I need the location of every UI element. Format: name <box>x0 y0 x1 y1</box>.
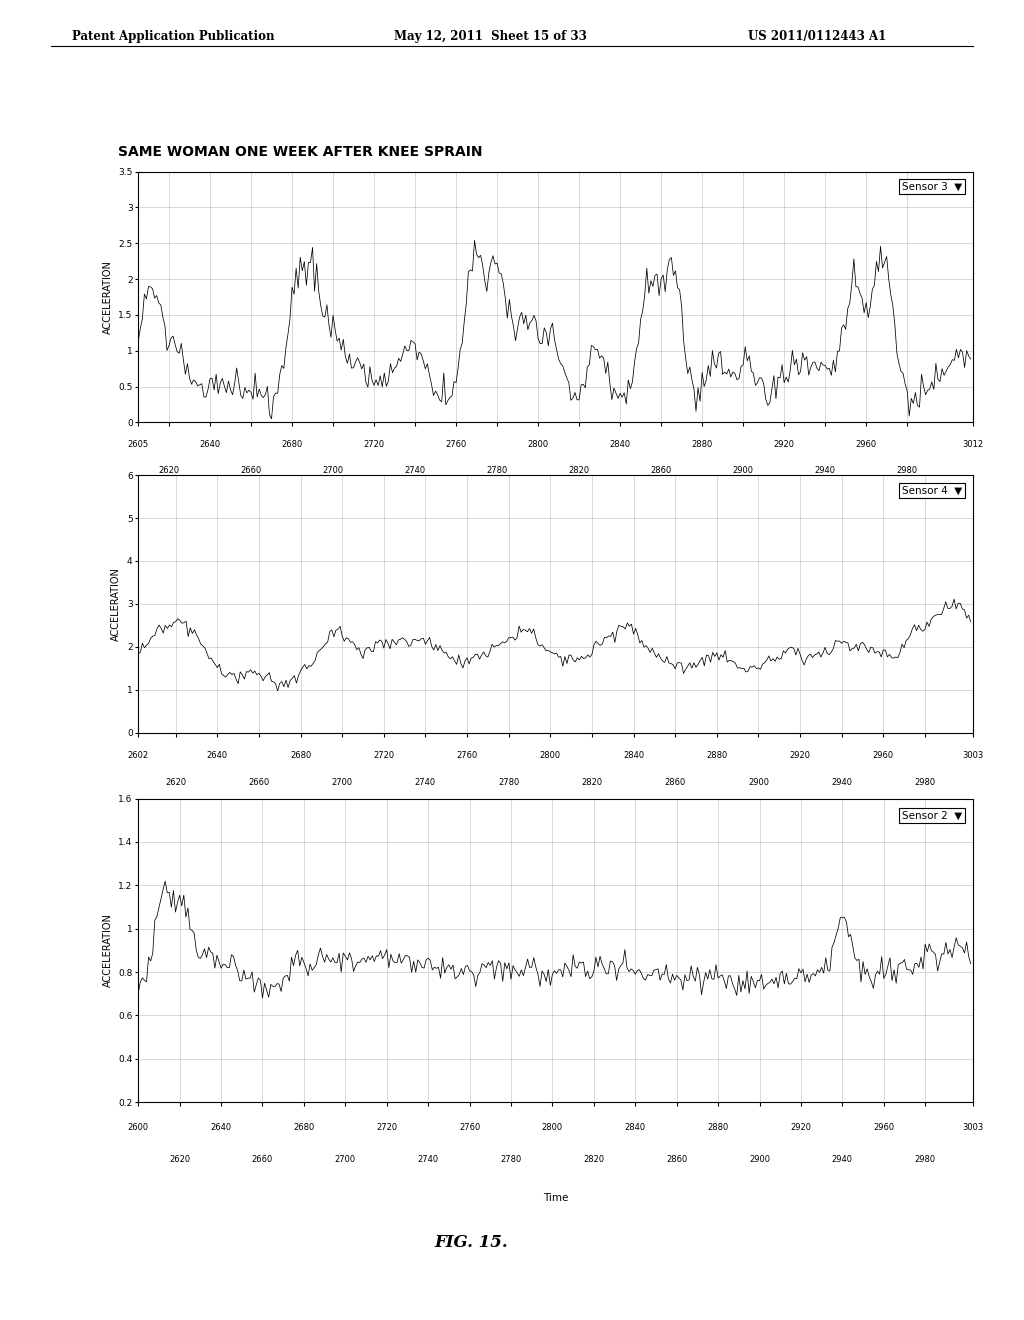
Text: Time: Time <box>543 498 568 508</box>
Text: 2960: 2960 <box>873 1123 894 1133</box>
Y-axis label: ACCELERATION: ACCELERATION <box>102 260 113 334</box>
Text: 2600: 2600 <box>128 1123 148 1133</box>
Text: 2880: 2880 <box>708 1123 729 1133</box>
Text: 2680: 2680 <box>282 440 303 449</box>
Text: 2700: 2700 <box>323 466 344 475</box>
Text: 2780: 2780 <box>498 777 519 787</box>
Text: Sensor 2  ▼: Sensor 2 ▼ <box>902 810 962 821</box>
Text: 2920: 2920 <box>774 440 795 449</box>
Text: 2900: 2900 <box>748 777 769 787</box>
Text: 2602: 2602 <box>128 751 148 759</box>
Text: 3012: 3012 <box>963 440 983 449</box>
Text: Time: Time <box>543 1193 568 1204</box>
Text: 2860: 2860 <box>665 777 686 787</box>
Text: 2700: 2700 <box>335 1155 356 1164</box>
Text: 2980: 2980 <box>914 1155 936 1164</box>
Text: 2660: 2660 <box>241 466 262 475</box>
Text: 2720: 2720 <box>364 440 385 449</box>
Text: May 12, 2011  Sheet 15 of 33: May 12, 2011 Sheet 15 of 33 <box>394 30 587 44</box>
Text: 2680: 2680 <box>290 751 311 759</box>
Text: 2640: 2640 <box>211 1123 231 1133</box>
Text: 2900: 2900 <box>749 1155 770 1164</box>
Text: 2780: 2780 <box>486 466 508 475</box>
Text: 2820: 2820 <box>568 466 590 475</box>
Text: 2700: 2700 <box>332 777 352 787</box>
Text: 2620: 2620 <box>169 1155 190 1164</box>
Text: 2920: 2920 <box>790 751 811 759</box>
Text: 2620: 2620 <box>159 466 179 475</box>
Text: 2940: 2940 <box>815 466 836 475</box>
Text: FIG. 15.: FIG. 15. <box>434 1234 508 1251</box>
Text: 2840: 2840 <box>623 751 644 759</box>
Text: 2840: 2840 <box>609 440 631 449</box>
Text: 2860: 2860 <box>650 466 672 475</box>
Text: Patent Application Publication: Patent Application Publication <box>72 30 274 44</box>
Text: 2640: 2640 <box>207 751 228 759</box>
Text: 2740: 2740 <box>404 466 426 475</box>
Text: 2860: 2860 <box>666 1155 687 1164</box>
Text: 2940: 2940 <box>831 777 852 787</box>
Text: 2920: 2920 <box>791 1123 811 1133</box>
Text: SAME WOMAN ONE WEEK AFTER KNEE SPRAIN: SAME WOMAN ONE WEEK AFTER KNEE SPRAIN <box>118 145 482 160</box>
Text: 2800: 2800 <box>540 751 561 759</box>
Text: 2640: 2640 <box>200 440 220 449</box>
Text: 2980: 2980 <box>914 777 936 787</box>
Text: 2880: 2880 <box>691 440 713 449</box>
Text: 2840: 2840 <box>625 1123 646 1133</box>
Text: 2680: 2680 <box>293 1123 314 1133</box>
Text: 2800: 2800 <box>527 440 549 449</box>
Text: Sensor 4  ▼: Sensor 4 ▼ <box>902 486 962 495</box>
Text: 2780: 2780 <box>501 1155 521 1164</box>
Text: 2720: 2720 <box>376 1123 397 1133</box>
Text: 2900: 2900 <box>732 466 754 475</box>
Text: 2740: 2740 <box>415 777 436 787</box>
Text: 2605: 2605 <box>128 440 148 449</box>
Text: 2880: 2880 <box>707 751 727 759</box>
Text: 2760: 2760 <box>459 1123 480 1133</box>
Text: Sensor 3  ▼: Sensor 3 ▼ <box>902 182 962 191</box>
Text: Time: Time <box>543 810 568 820</box>
Text: 2980: 2980 <box>897 466 918 475</box>
Text: 2660: 2660 <box>252 1155 273 1164</box>
Text: 2960: 2960 <box>856 440 877 449</box>
Y-axis label: ACCELERATION: ACCELERATION <box>102 913 113 987</box>
Text: US 2011/0112443 A1: US 2011/0112443 A1 <box>748 30 886 44</box>
Text: 2940: 2940 <box>831 1155 853 1164</box>
Y-axis label: ACCELERATION: ACCELERATION <box>112 568 122 640</box>
Text: 2800: 2800 <box>542 1123 563 1133</box>
Text: 2660: 2660 <box>249 777 269 787</box>
Text: 2820: 2820 <box>584 1155 604 1164</box>
Text: 3003: 3003 <box>963 751 983 759</box>
Text: 2740: 2740 <box>418 1155 438 1164</box>
Text: 3003: 3003 <box>963 1123 983 1133</box>
Text: 2960: 2960 <box>872 751 894 759</box>
Text: 2720: 2720 <box>374 751 394 759</box>
Text: 2760: 2760 <box>457 751 477 759</box>
Text: 2760: 2760 <box>445 440 467 449</box>
Text: 2620: 2620 <box>165 777 186 787</box>
Text: 2820: 2820 <box>582 777 602 787</box>
